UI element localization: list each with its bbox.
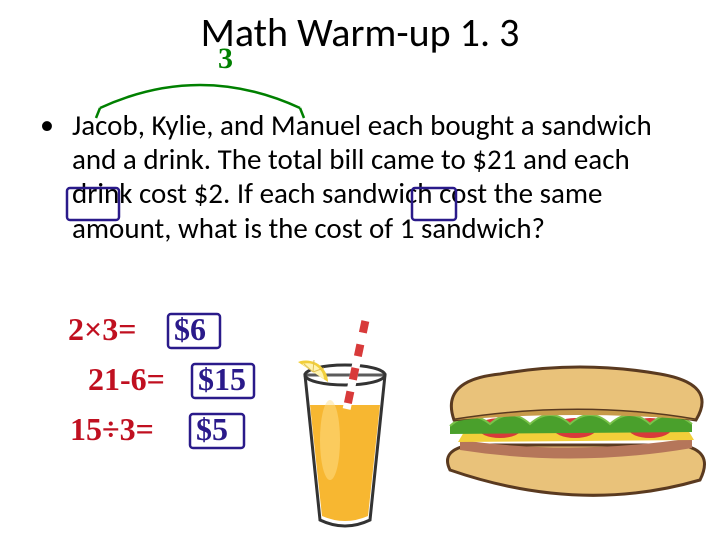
straw-stripe-4 <box>344 391 354 404</box>
bullet-text: Jacob, Kylie, and Manuel each bought a s… <box>72 108 680 245</box>
juice-highlight <box>320 400 340 480</box>
work-line-2-right: $15 <box>198 361 246 397</box>
work-line-1-left: 2×3= <box>68 311 136 347</box>
straw-stripe-1 <box>359 320 369 333</box>
bullet-marker: • <box>40 108 72 245</box>
sandwich-image <box>430 350 720 520</box>
work-line-3-right: $5 <box>196 411 228 447</box>
work-line-3-left: 15÷3= <box>70 411 154 447</box>
work-line-1-box <box>168 314 220 348</box>
drink-image <box>270 320 420 530</box>
work-line-3-box <box>190 414 244 448</box>
slide-root: Math Warm-up 1. 3 • Jacob, Kylie, and Ma… <box>0 0 720 540</box>
lettuce-layer <box>450 415 692 434</box>
straw-stripe-2 <box>354 344 364 357</box>
work-line-2-box <box>192 364 254 398</box>
slide-title: Math Warm-up 1. 3 <box>0 8 720 57</box>
work-line-2-left: 21-6= <box>88 361 165 397</box>
group-arc <box>100 85 300 108</box>
juice-fill <box>310 405 380 521</box>
body-text: • Jacob, Kylie, and Manuel each bought a… <box>40 108 680 245</box>
work-line-1-right: $6 <box>174 311 206 347</box>
bullet-item: • Jacob, Kylie, and Manuel each bought a… <box>40 108 680 245</box>
